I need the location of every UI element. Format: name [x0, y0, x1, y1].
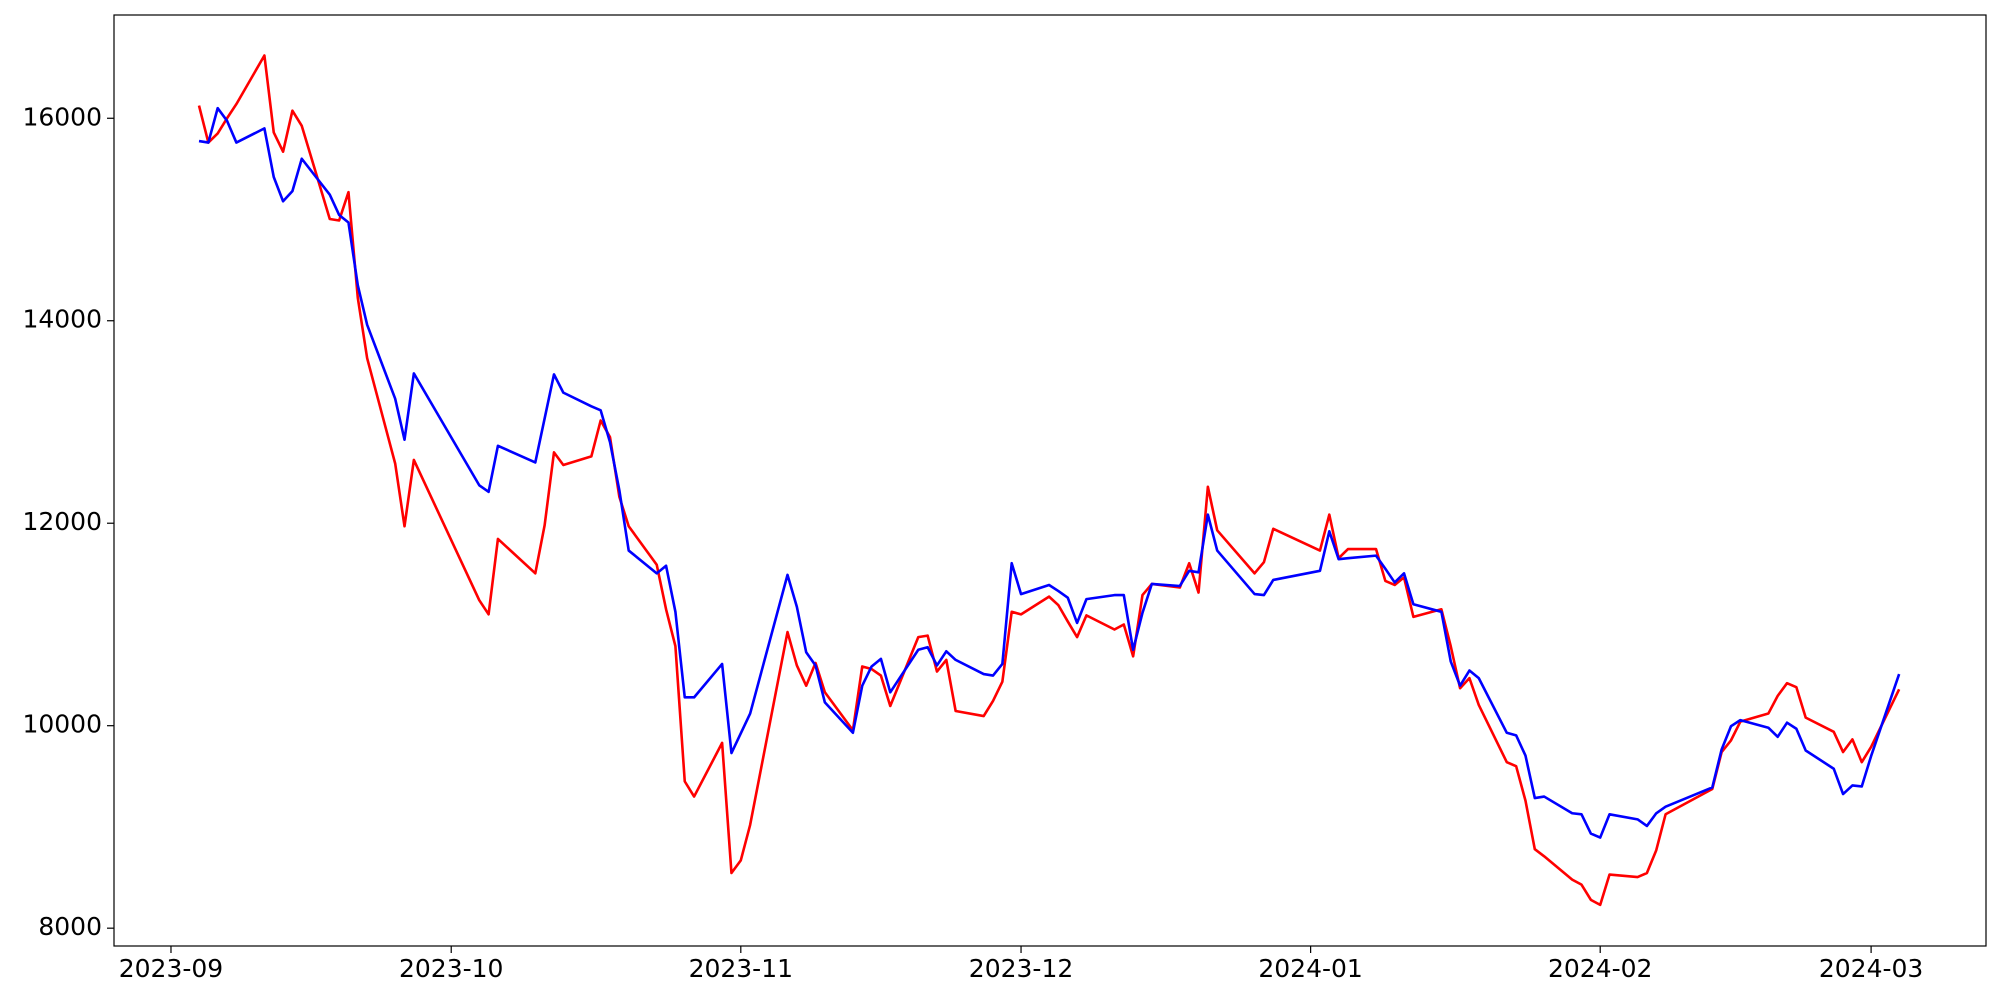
series-line [197, 54, 1901, 907]
y-tick-label: 8000 [38, 912, 102, 941]
y-tick-label: 10000 [22, 710, 102, 739]
x-tick-label: 2023-09 [119, 954, 223, 983]
x-tick-label: 2024-03 [1819, 954, 1923, 983]
x-tick-label: 2023-10 [399, 954, 503, 983]
y-tick-label: 14000 [22, 305, 102, 334]
y-tick-label: 12000 [22, 507, 102, 536]
x-tick-label: 2024-02 [1548, 954, 1652, 983]
series-line [198, 106, 1901, 839]
x-tick-label: 2023-12 [969, 954, 1073, 983]
x-tick-label: 2024-01 [1258, 954, 1362, 983]
x-tick-label: 2023-11 [689, 954, 793, 983]
y-tick-label: 16000 [22, 102, 102, 131]
plot-frame [113, 14, 1987, 947]
